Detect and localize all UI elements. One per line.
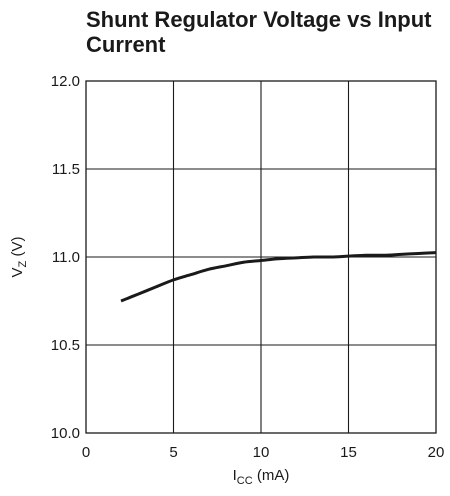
y-tick-label: 11.0 [52,249,80,266]
y-axis-label-main: V [9,267,26,277]
y-tick-label: 10.5 [51,337,80,354]
x-tick-label: 0 [82,444,90,461]
y-axis-label-unit: (V) [9,237,26,261]
y-tick-label: 10.0 [51,425,80,442]
x-tick-label: 5 [169,444,177,461]
series-line [120,251,437,303]
y-tick-labels: 10.0 10.5 11.0 11.5 12.0 [51,73,80,442]
x-axis-label: ICC (mA) [233,467,290,487]
y-tick-label: 11.5 [52,161,80,178]
x-tick-label: 10 [253,444,270,461]
x-tick-labels: 0 5 10 15 20 [82,444,445,461]
x-axis-label-unit: (mA) [253,467,290,484]
y-tick-label: 12.0 [51,73,80,90]
y-axis-label-sub: Z [17,260,29,267]
chart-title: Shunt Regulator Voltage vs Input Current [86,7,432,57]
x-axis-label-sub: CC [237,475,253,487]
x-tick-label: 20 [428,444,445,461]
x-tick-label: 15 [340,444,357,461]
x-axis-label-main: I [233,467,237,484]
y-axis-label: VZ (V) [9,237,29,278]
